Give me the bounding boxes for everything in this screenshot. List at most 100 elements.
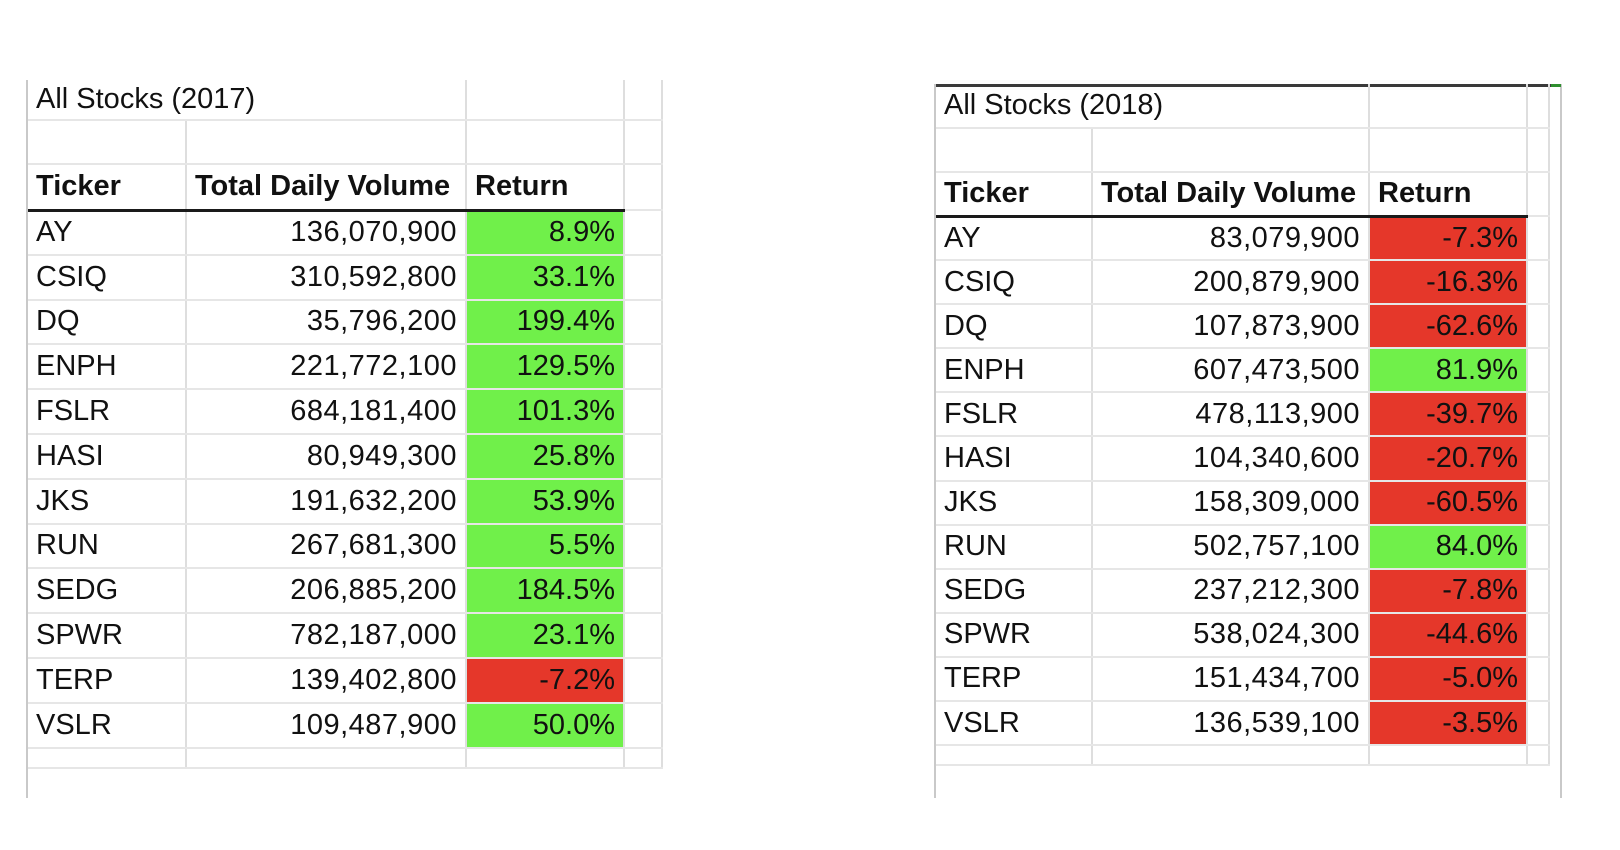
return-cell[interactable]: 184.5% bbox=[466, 568, 626, 615]
table-title[interactable]: All Stocks (2017) bbox=[28, 80, 468, 121]
return-cell[interactable]: 33.1% bbox=[466, 254, 626, 301]
empty-cell[interactable] bbox=[624, 613, 664, 659]
empty-cell[interactable] bbox=[624, 747, 664, 769]
return-cell[interactable]: 199.4% bbox=[466, 299, 626, 346]
volume-cell[interactable]: 310,592,800 bbox=[186, 254, 468, 301]
empty-cell[interactable] bbox=[1527, 612, 1551, 658]
ticker-cell[interactable]: AY bbox=[936, 216, 1093, 262]
volume-cell[interactable]: 221,772,100 bbox=[186, 344, 468, 391]
ticker-cell[interactable]: SEDG bbox=[28, 568, 187, 615]
empty-cell[interactable] bbox=[1527, 701, 1551, 747]
return-cell[interactable]: 25.8% bbox=[466, 433, 626, 480]
empty-cell[interactable] bbox=[1527, 172, 1551, 217]
volume-cell[interactable]: 684,181,400 bbox=[186, 389, 468, 435]
return-cell[interactable]: -62.6% bbox=[1369, 304, 1529, 350]
return-cell[interactable]: 50.0% bbox=[466, 702, 626, 749]
ticker-cell[interactable]: VSLR bbox=[936, 701, 1093, 747]
empty-cell[interactable] bbox=[624, 299, 664, 346]
empty-cell[interactable] bbox=[466, 747, 626, 769]
empty-cell[interactable] bbox=[936, 128, 1093, 173]
empty-cell[interactable] bbox=[624, 164, 664, 211]
empty-cell[interactable] bbox=[624, 523, 664, 570]
volume-cell[interactable]: 538,024,300 bbox=[1092, 612, 1371, 658]
return-cell[interactable]: 8.9% bbox=[466, 210, 626, 256]
empty-cell[interactable] bbox=[1527, 260, 1551, 306]
table-title[interactable]: All Stocks (2018) bbox=[936, 84, 1371, 129]
volume-cell[interactable]: 607,473,500 bbox=[1092, 348, 1371, 394]
empty-cell[interactable] bbox=[1527, 128, 1551, 173]
empty-cell[interactable] bbox=[1527, 84, 1551, 129]
volume-cell[interactable]: 104,340,600 bbox=[1092, 436, 1371, 482]
return-cell[interactable]: -3.5% bbox=[1369, 701, 1529, 747]
ticker-cell[interactable]: JKS bbox=[28, 478, 187, 525]
header-return[interactable]: Return bbox=[1369, 172, 1529, 218]
volume-cell[interactable]: 200,879,900 bbox=[1092, 260, 1371, 306]
volume-cell[interactable]: 237,212,300 bbox=[1092, 568, 1371, 614]
ticker-cell[interactable]: DQ bbox=[28, 299, 187, 346]
ticker-cell[interactable]: SPWR bbox=[936, 612, 1093, 658]
ticker-cell[interactable]: VSLR bbox=[28, 702, 187, 749]
header-volume[interactable]: Total Daily Volume bbox=[1092, 172, 1371, 218]
ticker-cell[interactable]: HASI bbox=[28, 433, 187, 480]
volume-cell[interactable]: 206,885,200 bbox=[186, 568, 468, 615]
empty-cell[interactable] bbox=[466, 120, 626, 165]
volume-cell[interactable]: 158,309,000 bbox=[1092, 480, 1371, 526]
empty-cell[interactable] bbox=[624, 478, 664, 525]
return-cell[interactable]: -7.3% bbox=[1369, 216, 1529, 262]
empty-cell[interactable] bbox=[1527, 348, 1551, 394]
empty-cell[interactable] bbox=[1092, 128, 1371, 173]
return-cell[interactable]: 129.5% bbox=[466, 344, 626, 391]
ticker-cell[interactable]: DQ bbox=[936, 304, 1093, 350]
ticker-cell[interactable]: FSLR bbox=[936, 392, 1093, 438]
empty-cell[interactable] bbox=[624, 657, 664, 704]
return-cell[interactable]: -60.5% bbox=[1369, 480, 1529, 526]
ticker-cell[interactable]: SEDG bbox=[936, 568, 1093, 614]
ticker-cell[interactable]: RUN bbox=[28, 523, 187, 570]
ticker-cell[interactable]: TERP bbox=[936, 656, 1093, 703]
empty-cell[interactable] bbox=[28, 747, 187, 769]
empty-cell[interactable] bbox=[936, 745, 1093, 767]
return-cell[interactable]: 53.9% bbox=[466, 478, 626, 525]
volume-cell[interactable]: 136,070,900 bbox=[186, 210, 468, 256]
empty-cell[interactable] bbox=[1527, 656, 1551, 703]
ticker-cell[interactable]: RUN bbox=[936, 524, 1093, 570]
empty-cell[interactable] bbox=[1527, 745, 1551, 767]
return-cell[interactable]: 5.5% bbox=[466, 523, 626, 570]
return-cell[interactable]: -20.7% bbox=[1369, 436, 1529, 482]
volume-cell[interactable]: 191,632,200 bbox=[186, 478, 468, 525]
ticker-cell[interactable]: CSIQ bbox=[936, 260, 1093, 306]
volume-cell[interactable]: 139,402,800 bbox=[186, 657, 468, 704]
empty-cell[interactable] bbox=[624, 389, 664, 435]
volume-cell[interactable]: 267,681,300 bbox=[186, 523, 468, 570]
return-cell[interactable]: -7.2% bbox=[466, 657, 626, 704]
ticker-cell[interactable]: CSIQ bbox=[28, 254, 187, 301]
volume-cell[interactable]: 151,434,700 bbox=[1092, 656, 1371, 703]
empty-cell[interactable] bbox=[624, 702, 664, 749]
empty-cell[interactable] bbox=[1527, 568, 1551, 614]
empty-cell[interactable] bbox=[624, 344, 664, 391]
volume-cell[interactable]: 80,949,300 bbox=[186, 433, 468, 480]
empty-cell[interactable] bbox=[1369, 84, 1529, 129]
empty-cell[interactable] bbox=[1527, 524, 1551, 570]
ticker-cell[interactable]: JKS bbox=[936, 480, 1093, 526]
volume-cell[interactable]: 107,873,900 bbox=[1092, 304, 1371, 350]
empty-cell[interactable] bbox=[624, 433, 664, 480]
volume-cell[interactable]: 502,757,100 bbox=[1092, 524, 1371, 570]
empty-cell[interactable] bbox=[1092, 745, 1371, 767]
return-cell[interactable]: -5.0% bbox=[1369, 656, 1529, 703]
empty-cell[interactable] bbox=[624, 210, 664, 256]
ticker-cell[interactable]: ENPH bbox=[28, 344, 187, 391]
empty-cell[interactable] bbox=[1369, 745, 1529, 767]
volume-cell[interactable]: 136,539,100 bbox=[1092, 701, 1371, 747]
empty-cell[interactable] bbox=[466, 80, 626, 121]
volume-cell[interactable]: 109,487,900 bbox=[186, 702, 468, 749]
header-ticker[interactable]: Ticker bbox=[936, 172, 1093, 218]
empty-cell[interactable] bbox=[28, 120, 187, 165]
header-ticker[interactable]: Ticker bbox=[28, 164, 187, 212]
empty-cell[interactable] bbox=[186, 120, 468, 165]
ticker-cell[interactable]: SPWR bbox=[28, 613, 187, 659]
empty-cell[interactable] bbox=[1527, 392, 1551, 438]
header-return[interactable]: Return bbox=[466, 164, 626, 212]
empty-cell[interactable] bbox=[624, 254, 664, 301]
ticker-cell[interactable]: AY bbox=[28, 210, 187, 256]
